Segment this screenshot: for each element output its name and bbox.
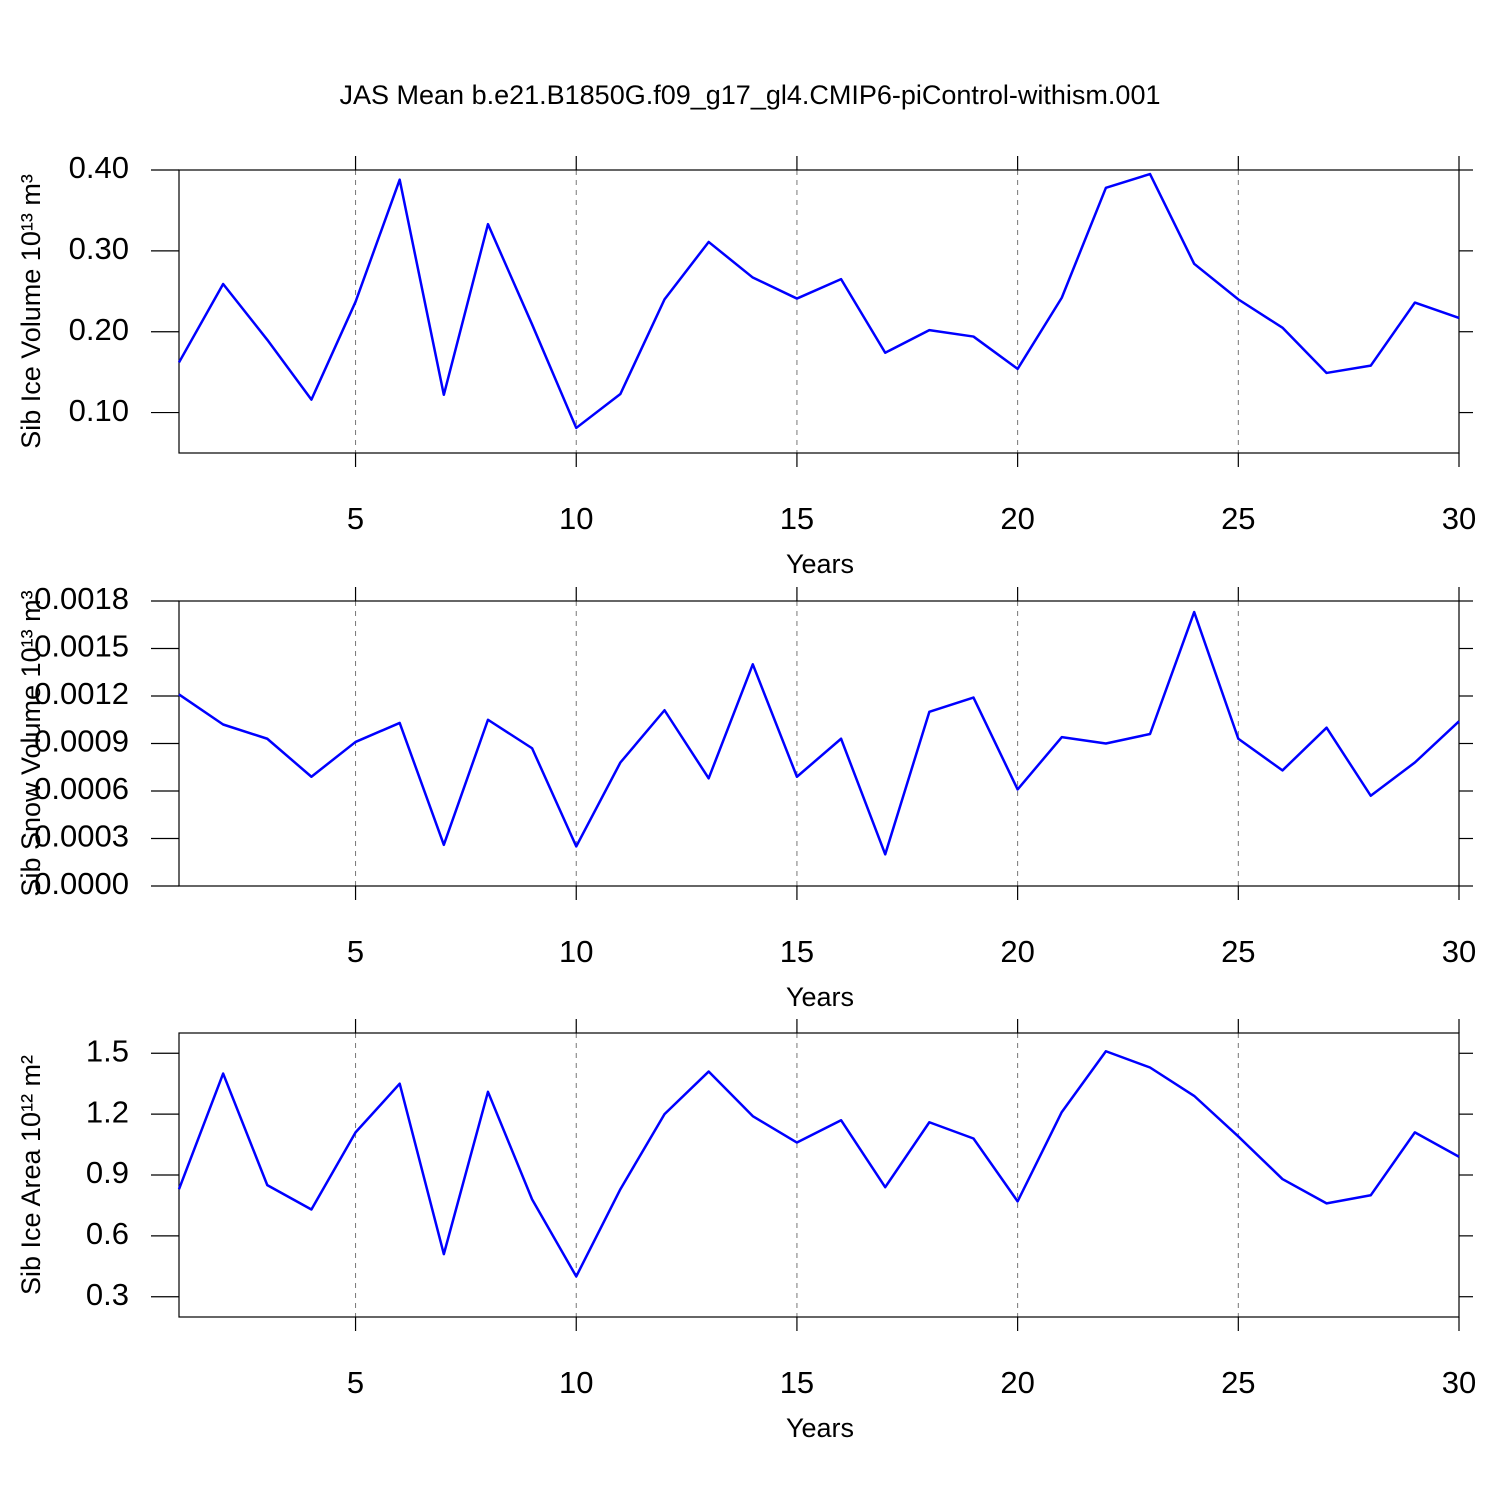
y-tick-label: 0.0006	[34, 771, 129, 806]
x-tick-label: 10	[559, 501, 593, 536]
x-tick-label: 20	[1000, 1365, 1034, 1400]
data-line	[177, 1050, 1460, 1278]
plot-frame	[178, 1032, 1460, 1318]
y-tick-label: 0.6	[86, 1216, 129, 1251]
x-tick-label: 30	[1442, 501, 1476, 536]
y-tick-label: 0.3	[86, 1277, 129, 1312]
x-tick-label: 5	[347, 1365, 364, 1400]
y-tick-label: 0.20	[69, 312, 129, 347]
x-tick-label: 25	[1221, 934, 1255, 969]
x-tick-label: 15	[780, 501, 814, 536]
y-tick-label: 0.0018	[34, 581, 129, 616]
x-tick-label: 10	[559, 934, 593, 969]
x-tick-label: 15	[780, 934, 814, 969]
y-axis-label: Sib Snow Volume 10¹³ m³	[16, 590, 46, 896]
x-tick-label: 20	[1000, 501, 1034, 536]
y-tick-label: 0.10	[69, 393, 129, 428]
y-tick-label: 0.0000	[34, 866, 129, 901]
plot-frame	[178, 600, 1460, 887]
x-tick-label: 30	[1442, 934, 1476, 969]
x-tick-label: 10	[559, 1365, 593, 1400]
data-line	[178, 610, 1460, 856]
data-line	[177, 172, 1460, 430]
y-axis-label: Sib Ice Volume 10¹³ m³	[16, 174, 46, 449]
chart-title: JAS Mean b.e21.B1850G.f09_g17_gl4.CMIP6-…	[340, 80, 1161, 110]
y-tick-label: 1.2	[86, 1094, 129, 1129]
x-tick-label: 20	[1000, 934, 1034, 969]
y-tick-label: 0.30	[69, 231, 129, 266]
x-axis-label: Years	[786, 1413, 854, 1443]
x-tick-label: 5	[347, 501, 364, 536]
y-tick-label: 1.5	[86, 1033, 129, 1068]
plot-frame	[178, 169, 1460, 454]
y-tick-label: 0.9	[86, 1155, 129, 1190]
x-tick-label: 30	[1442, 1365, 1476, 1400]
y-tick-label: 0.0015	[34, 629, 129, 664]
x-tick-label: 5	[347, 934, 364, 969]
x-axis-label: Years	[786, 982, 854, 1012]
y-tick-label: 0.0009	[34, 724, 129, 759]
y-tick-label: 0.0003	[34, 819, 129, 854]
x-tick-label: 25	[1221, 1365, 1255, 1400]
x-tick-label: 25	[1221, 501, 1255, 536]
x-axis-label: Years	[786, 549, 854, 579]
x-tick-label: 15	[780, 1365, 814, 1400]
y-tick-label: 0.0012	[34, 676, 129, 711]
y-axis-label: Sib Ice Area 10¹² m²	[16, 1055, 46, 1295]
y-tick-label: 0.40	[69, 150, 129, 185]
